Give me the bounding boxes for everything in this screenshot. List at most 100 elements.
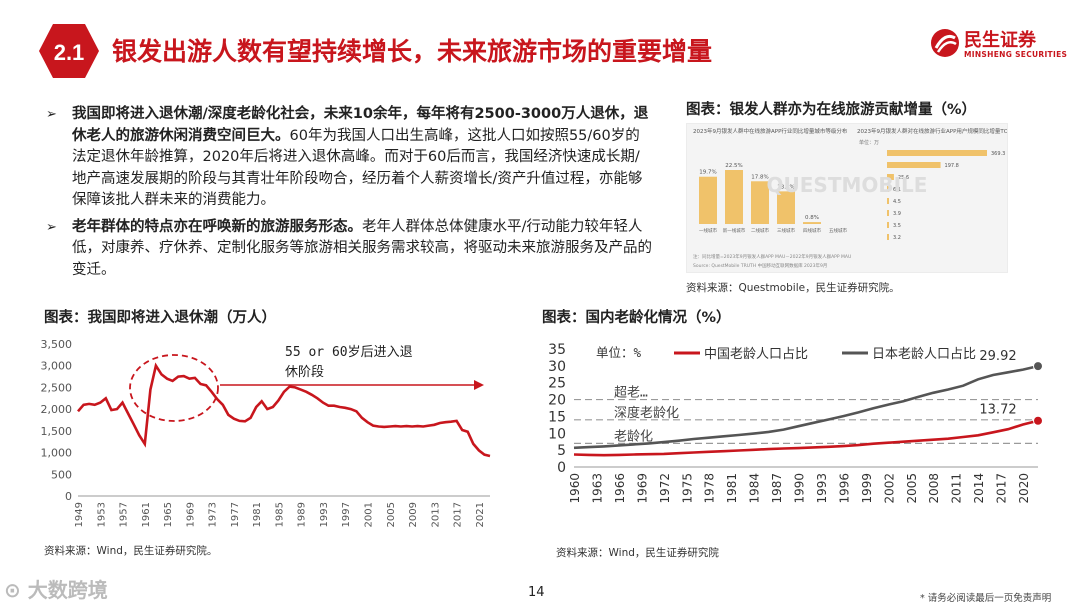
y-tick-label: 30: [548, 359, 566, 375]
chart-annotation: 55 or 60岁后进入退 休阶段: [285, 345, 420, 380]
inner-hbar: [887, 234, 889, 240]
x-tick-label: 1977: [230, 502, 241, 527]
inner-note: 注：同比增量=2023年9月银发人群APP MAU－2022年9月银发人群APP…: [693, 253, 851, 260]
x-tick-label: 2009: [408, 502, 419, 527]
x-tick-label: 1993: [815, 473, 829, 504]
x-tick-label: 1996: [837, 473, 851, 504]
x-tick-label: 2001: [364, 502, 375, 527]
x-tick-label: 2005: [905, 473, 919, 504]
x-tick-label: 2014: [972, 473, 986, 504]
y-tick-label: 1,000: [41, 447, 73, 460]
highlight-ellipse: [129, 354, 219, 422]
watermark-logo-text: ⊙ 大数跨境: [4, 578, 108, 602]
y-tick-label: 2,500: [41, 381, 73, 394]
arrow-bullet-icon: ➢: [46, 219, 57, 235]
x-tick-label: 1963: [590, 473, 604, 504]
inner-category: 二线城市: [751, 227, 769, 234]
bullet-text: 60年为我国人口出生高峰，这批人口如按照55/60岁的法定退休年龄推算，2020…: [72, 127, 643, 209]
x-tick-label: 1972: [658, 473, 672, 504]
x-tick-label: 2021: [475, 502, 486, 527]
end-value-label: 13.72: [979, 403, 1016, 418]
figure-caption-aging: 图表：国内老龄化情况（%）: [542, 310, 731, 326]
x-tick-label: 1990: [793, 473, 807, 504]
inner-bar: [699, 176, 717, 224]
legend-label: 中国老龄人口占比: [704, 347, 808, 362]
logo-en: MINSHENG SECURITIES: [964, 50, 1068, 59]
inner-source: Source: QuestMobile TRUTH 中国移动互联网数据库 202…: [693, 262, 827, 269]
inner-hbar-label: 3.9: [893, 211, 901, 217]
aging-series-line: [573, 364, 1039, 450]
inner-bar: [725, 170, 743, 224]
x-tick-label: 1984: [748, 473, 762, 504]
end-value-label: 29.92: [979, 349, 1016, 364]
x-tick-label: 1987: [770, 473, 784, 504]
x-tick-label: 1961: [141, 502, 152, 527]
section-badge: 2.1: [39, 24, 99, 78]
x-tick-label: 1953: [96, 502, 107, 527]
x-tick-label: 1985: [274, 502, 285, 527]
x-tick-label: 1949: [74, 502, 85, 527]
series-end-marker: [1033, 415, 1043, 426]
y-tick-label: 3,000: [41, 360, 73, 373]
y-tick-label: 15: [548, 409, 566, 425]
inner-title-right: 2023年9月银发人群对在线旅游行业APP用户规模同比增量TOP10: [857, 127, 1007, 135]
x-tick-label: 1989: [297, 502, 308, 527]
inner-hbar-label: 369.3: [991, 151, 1005, 157]
x-tick-label: 1999: [860, 473, 874, 504]
inner-category: 三线城市: [777, 227, 795, 234]
x-tick-label: 2020: [1017, 473, 1031, 504]
inner-bar-label: 22.5%: [725, 163, 742, 169]
retirement-wave-chart: 0 500 1,000 1,500 2,000 2,500 3,000 3,500 1949 19…: [41, 338, 491, 527]
y-tick-label: 0: [557, 460, 566, 476]
y-tick-label: 500: [51, 468, 72, 481]
y-tick-label: 10: [548, 426, 566, 442]
inner-hbar-label: 6.1: [893, 187, 901, 193]
bullet-item: ➢ 老年群体的特点亦在呼唤新的旅游服务形态。老年人群体总体健康水平/行动能力较年…: [44, 217, 652, 282]
x-tick-label: 2017: [453, 502, 464, 527]
inner-hbar: [887, 174, 894, 180]
level-label: 老龄化: [614, 429, 653, 444]
x-tick-label: 1975: [680, 473, 694, 504]
y-tick-label: 1,500: [41, 425, 73, 438]
bullet-item: ➢ 我国即将进入退休潮/深度老龄化社会，未来10余年，每年将有2500-3000…: [44, 104, 652, 212]
inner-hbar: [887, 222, 889, 228]
y-tick-label: 3,500: [41, 338, 73, 351]
x-tick-label: 2017: [995, 473, 1009, 504]
x-tick-label: 2005: [386, 502, 397, 527]
y-tick-label: 35: [548, 342, 566, 358]
x-tick-label: 1997: [341, 502, 352, 527]
inner-bar: [777, 191, 795, 224]
level-label: 超老…: [614, 386, 648, 401]
y-tick-label: 20: [548, 393, 566, 409]
inner-category: 四线城市: [803, 227, 821, 234]
x-tick-label: 1978: [703, 473, 717, 504]
inner-hbar-label: 4.5: [893, 199, 901, 205]
y-tick-label: 25: [548, 376, 566, 392]
inner-bar-label: 19.7%: [699, 170, 716, 176]
inner-hbar-label: 197.8: [945, 163, 959, 169]
figure-caption-retirement: 图表：我国即将进入退休潮（万人）: [44, 310, 276, 326]
inner-category: 一线城市: [699, 227, 717, 234]
x-tick-label: 1981: [252, 502, 263, 527]
arrow-bullet-icon: ➢: [46, 107, 57, 122]
inner-bar: [751, 181, 769, 224]
inner-watermark: QUESTMOBILE: [767, 173, 928, 197]
inner-bar: [803, 222, 821, 224]
inner-hbar: [887, 150, 987, 156]
company-logo: 民生证券 MINSHENG SECURITIES: [930, 24, 1067, 66]
x-tick-label: 1965: [163, 502, 174, 527]
inner-unit: 单位：万: [859, 139, 879, 146]
figure-caption-online-travel: 图表：银发人群亦为在线旅游贡献增量（%）: [686, 102, 977, 118]
source-aging: 资料来源：Wind，民生证券研究院: [556, 547, 719, 559]
x-tick-label: 1973: [208, 502, 219, 527]
x-tick-label: 1981: [725, 473, 739, 504]
page-title: 银发出游人数有望持续增长，未来旅游市场的重要增量: [112, 37, 713, 66]
page-number: 14: [528, 585, 545, 600]
disclaimer: * 请务必阅读最后一页免责声明: [920, 593, 1052, 604]
x-tick-label: 1969: [185, 502, 196, 527]
series-end-marker: [1033, 361, 1043, 372]
level-label: 深度老龄化: [614, 405, 679, 421]
retirement-series-line: [77, 362, 491, 458]
x-tick-label: 1969: [635, 473, 649, 504]
x-tick-label: 1957: [119, 502, 130, 527]
